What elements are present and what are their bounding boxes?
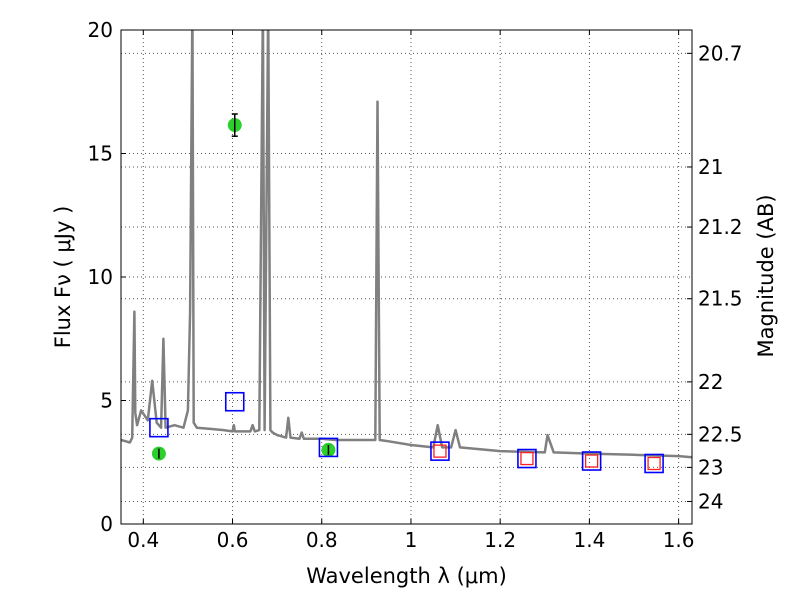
y2-tick-label: 22.5 — [698, 422, 743, 446]
y2-tick-label: 21.5 — [698, 287, 743, 311]
y2-tick-label: 23 — [698, 455, 723, 479]
y2-tick-label: 22 — [698, 370, 723, 394]
y-axis-label: Flux Fν ( μJy ) — [51, 206, 75, 349]
x-tick-label: 1 — [405, 528, 418, 552]
x-axis-label: Wavelength λ (μm) — [306, 564, 507, 588]
y-tick-label: 0 — [100, 512, 113, 536]
model-square-inner — [647, 456, 661, 471]
x-tick-label: 1.4 — [573, 528, 605, 552]
x-tick-label: 0.6 — [217, 528, 249, 552]
spectrum-layer — [121, 30, 692, 459]
x-tick-label: 1.2 — [484, 528, 516, 552]
model-square — [517, 448, 537, 469]
model-square-inner — [584, 454, 599, 468]
x-tick-label: 0.8 — [306, 528, 338, 552]
model-square — [581, 451, 602, 471]
model-square — [224, 391, 245, 412]
model-square — [149, 417, 169, 438]
model-square-inner — [520, 451, 534, 466]
spectrum-line — [121, 30, 692, 459]
x-tick-label: 1.6 — [663, 528, 695, 552]
model-square-inner — [433, 444, 447, 458]
y-tick-label: 20 — [88, 18, 113, 42]
y2-axis-label: Magnitude (AB) — [754, 194, 778, 357]
y2-tick-label: 21 — [698, 155, 723, 179]
y-tick-label: 10 — [88, 265, 113, 289]
y-tick-label: 5 — [100, 389, 113, 413]
y2-tick-label: 21.2 — [698, 215, 743, 239]
y-tick-label: 15 — [88, 142, 113, 166]
model-square — [318, 437, 339, 458]
model-square — [430, 441, 450, 461]
x-tick-label: 0.4 — [127, 528, 159, 552]
y2-tick-label: 24 — [698, 489, 723, 513]
model-square — [644, 453, 664, 474]
points-layer — [149, 113, 664, 474]
tick-layer: 0.4 0.6 0.8 1 1.2 1.4 1.6 0 5 10 15 20 20.7 21 21.2 21.… — [88, 18, 743, 552]
y2-tick-label: 20.7 — [698, 41, 743, 65]
